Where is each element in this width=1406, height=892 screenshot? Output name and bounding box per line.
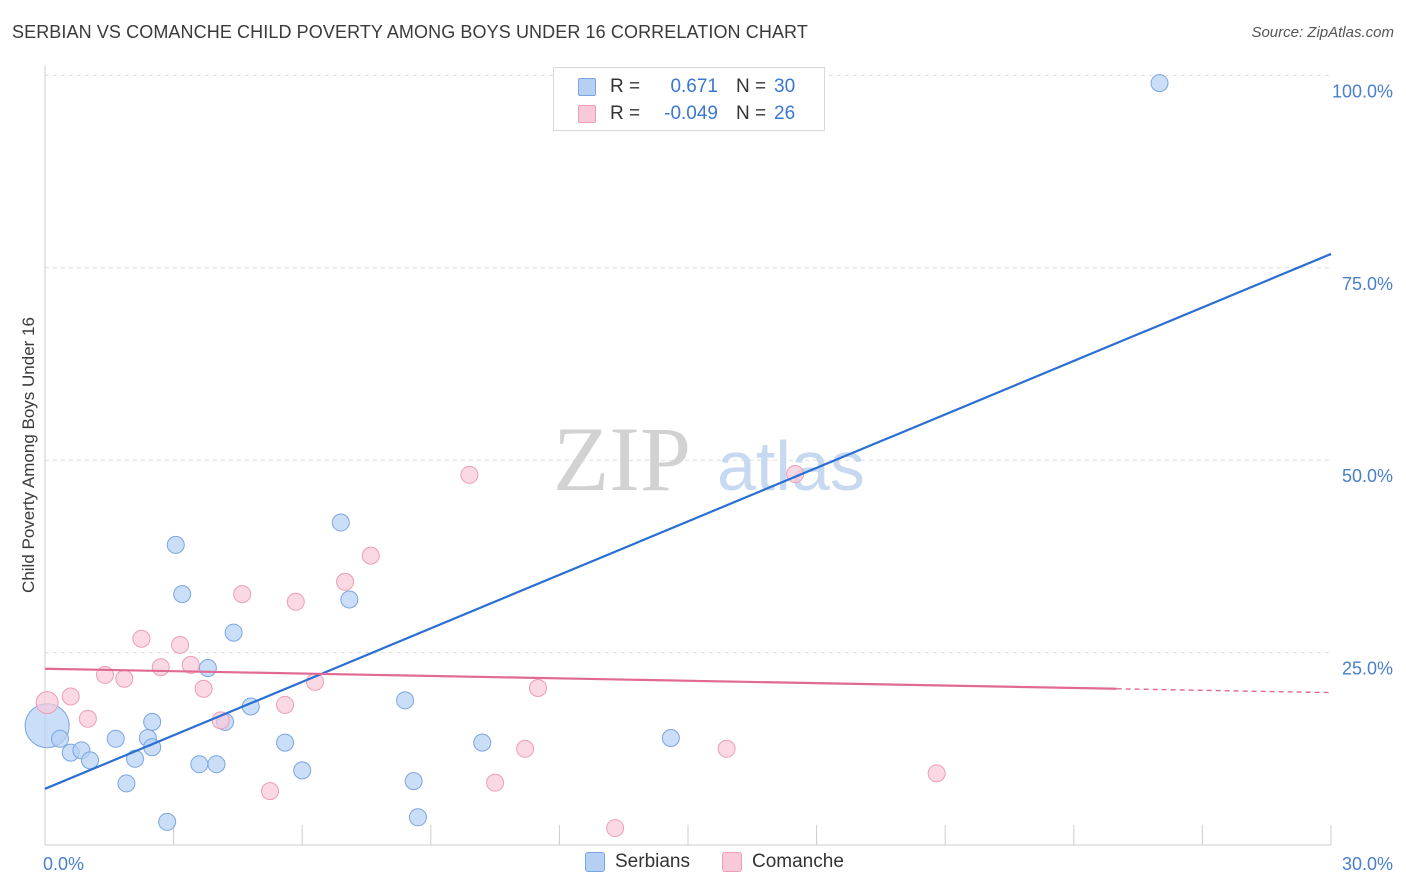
r-value: -0.049: [664, 103, 718, 124]
watermark-atlas: atlas: [717, 427, 865, 505]
legend-item-serbians: Serbians: [585, 851, 690, 873]
watermark: ZIP atlas: [553, 408, 865, 510]
serbians-trend-line: [44, 252, 1332, 790]
stats-legend: R = 0.671 N = 30 R = -0.049 N = 26: [553, 67, 825, 131]
serbians-point-20: [276, 733, 295, 752]
serbians-point-21: [293, 761, 312, 780]
legend-label-comanche: Comanche: [752, 851, 844, 872]
legend-row-serbians: R = 0.671 N = 30: [578, 75, 795, 99]
serbians-point-14: [190, 755, 209, 774]
n-value: 26: [774, 103, 796, 124]
comanche-point-17: [361, 546, 380, 565]
serbians-point-29: [1150, 74, 1169, 93]
serbians-point-24: [396, 691, 415, 710]
n-value: 30: [774, 76, 796, 97]
x-tick-label-0: 0.0%: [43, 854, 84, 874]
comanche-trend-extension: [1116, 688, 1332, 694]
legend-item-comanche: Comanche: [722, 851, 844, 873]
comanche-point-1: [61, 687, 80, 706]
serbians-point-18: [224, 623, 243, 642]
comanche-point-16: [336, 572, 355, 591]
y-tick-label-1: 50.0%: [1342, 466, 1393, 486]
r-label: R =: [610, 76, 641, 97]
comanche-point-14: [286, 592, 305, 611]
serbians-point-4: [81, 751, 100, 770]
comanche-point-18: [460, 465, 479, 484]
serbians-point-27: [473, 733, 492, 752]
comanche-point-22: [606, 819, 625, 838]
comanche-point-25: [927, 764, 946, 783]
serbians-point-16: [207, 755, 226, 774]
serbians-point-23: [340, 590, 359, 609]
source-label: Source: ZipAtlas.com: [1251, 24, 1394, 41]
serbians-point-1: [51, 729, 70, 748]
serbians-point-12: [166, 535, 185, 554]
comanche-point-9: [194, 679, 213, 698]
comanche-point-6: [151, 658, 170, 677]
watermark-zip: ZIP: [553, 408, 691, 510]
legend-label-serbians: Serbians: [615, 851, 690, 872]
y-tick-label-0: 25.0%: [1342, 659, 1393, 679]
comanche-point-23: [717, 739, 736, 758]
comanche-point-19: [486, 773, 505, 792]
comanche-point-21: [528, 679, 547, 697]
legend-row-comanche: R = -0.049 N = 26: [578, 102, 795, 126]
serbians-point-6: [117, 774, 136, 793]
comanche-point-0: [35, 691, 59, 715]
serbians-point-25: [404, 772, 423, 791]
chart-title: SERBIAN VS COMANCHE CHILD POVERTY AMONG …: [12, 22, 808, 42]
serbians-point-5: [106, 729, 125, 748]
comanche-point-2: [78, 709, 97, 728]
comanche-point-4: [115, 669, 134, 688]
n-label: N =: [736, 103, 767, 124]
serbians-point-9: [143, 712, 162, 731]
n-label: N =: [736, 76, 767, 97]
serbians-point-28: [661, 729, 680, 748]
grid-layer: [45, 74, 1331, 654]
r-label: R =: [610, 103, 641, 124]
y-tick-label-3: 100.0%: [1332, 81, 1393, 101]
y-axis-label: Child Poverty Among Boys Under 16: [19, 317, 38, 593]
comanche-point-13: [276, 695, 295, 714]
comanche-trend-line: [44, 667, 1117, 690]
series-legend: Serbians Comanche: [585, 851, 876, 873]
comanche-point-7: [171, 635, 190, 654]
comanche-point-8: [181, 655, 200, 674]
trend-layer: [44, 252, 1332, 790]
serbians-point-15: [198, 658, 217, 677]
serbians-point-26: [408, 808, 427, 827]
comanche-legend-swatch: [722, 852, 742, 872]
serbians-legend-swatch: [585, 852, 605, 872]
serbians-swatch: [578, 78, 596, 96]
comanche-point-20: [516, 739, 535, 758]
comanche-point-5: [132, 629, 151, 648]
points-layer: [24, 74, 1169, 838]
y-tick-label-2: 75.0%: [1342, 274, 1393, 294]
serbians-point-22: [331, 513, 350, 532]
r-value: 0.671: [670, 76, 718, 97]
comanche-point-11: [233, 585, 252, 604]
serbians-point-11: [158, 812, 177, 831]
x-tick-label-1: 30.0%: [1342, 854, 1393, 874]
comanche-swatch: [578, 105, 596, 123]
comanche-point-12: [261, 782, 280, 801]
serbians-point-13: [173, 585, 192, 604]
